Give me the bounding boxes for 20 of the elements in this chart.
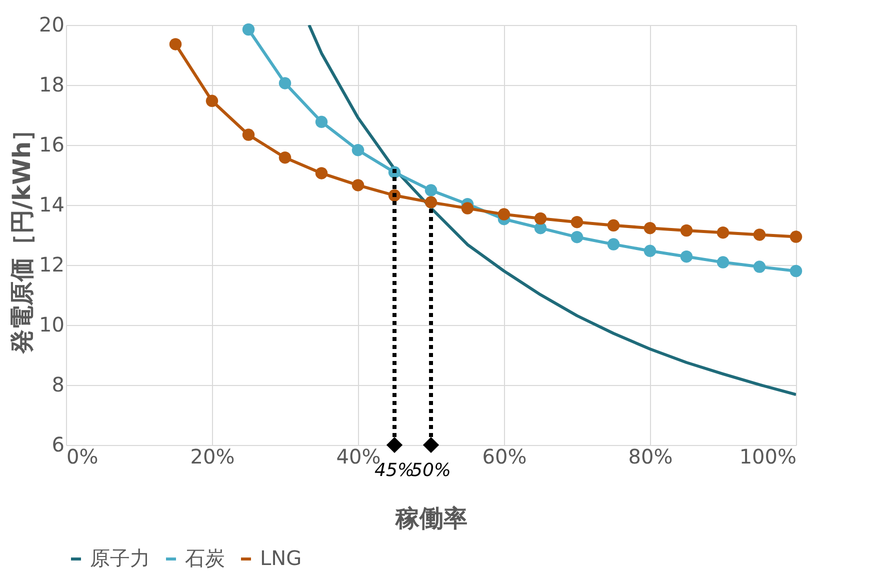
legend-label: 原子力 [90,546,150,570]
x-tick-label: 80% [628,444,673,468]
legend-label: 石炭 [185,546,225,570]
x-tick-label: 100% [739,444,796,468]
y-tick-label: 6 [52,432,64,456]
x-tick-label: 0% [66,444,98,468]
y-tick-label: 12 [39,252,64,276]
y-axis-title: 発電原価［円/kWh］ [8,117,36,355]
annotation: 50% [410,460,452,481]
y-tick-label: 14 [39,192,64,216]
y-tick-label: 8 [52,372,64,396]
y-tick-label: 16 [39,132,64,156]
x-axis-title: 稼働率 [394,504,468,532]
line-series [308,25,796,396]
y-tick-label: 18 [39,72,64,96]
x-tick-label: 60% [482,444,527,468]
y-tick-label: 10 [39,312,64,336]
y-tick-label: 20 [39,12,64,36]
x-tick-label: 20% [190,444,235,468]
legend-label: LNG [260,546,302,570]
